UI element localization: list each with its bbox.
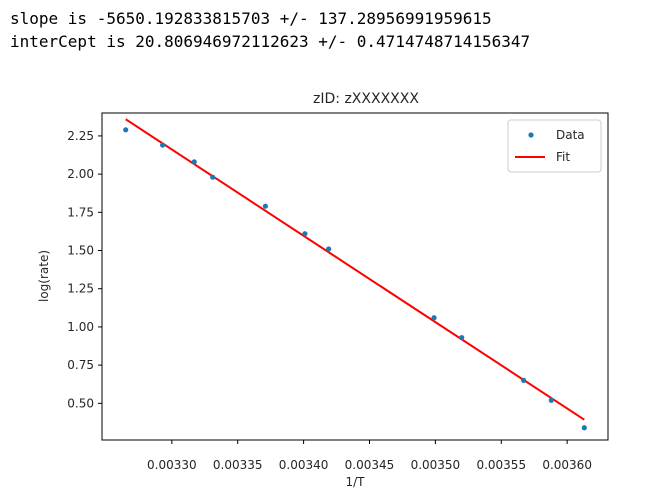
x-tick-label: 0.00355 [476,458,526,472]
y-tick-label: 1.00 [67,320,94,334]
legend-data-marker [528,132,534,138]
data-point [302,231,308,237]
data-point [123,127,129,133]
legend-fit-label: Fit [556,150,570,164]
data-point [160,142,166,148]
y-tick-label: 1.50 [67,244,94,258]
data-points-layer [123,127,587,431]
y-axis-label: log(rate) [37,250,51,302]
data-point [210,174,216,180]
x-tick-label: 0.00340 [279,458,329,472]
y-tick-label: 0.75 [67,358,94,372]
x-tick-label: 0.00350 [411,458,461,472]
y-axis: 0.50 0.75 1.00 1.25 1.50 1.75 2.00 2.25 [67,129,102,410]
slope-output-line: slope is -5650.192833815703 +/- 137.2895… [10,9,492,28]
y-tick-label: 0.50 [67,396,94,410]
fit-line [125,118,585,421]
data-point [459,335,465,341]
y-tick-label: 1.25 [67,282,94,296]
fit-line-layer [125,118,585,421]
data-point [581,425,587,431]
data-point [326,246,332,252]
legend-box [507,119,602,173]
x-tick-label: 0.00330 [147,458,197,472]
x-axis-label: 1/T [345,475,365,489]
legend: Data Fit [507,119,602,173]
chart-title: zID: zXXXXXXX [313,91,419,107]
x-tick-label: 0.00360 [542,458,592,472]
x-axis: 0.00330 0.00335 0.00340 0.00345 0.00350 0.003… [147,440,592,472]
data-point [191,159,197,165]
intercept-output-line: interCept is 20.806946972112623 +/- 0.47… [10,32,531,51]
data-point [521,377,527,384]
x-tick-label: 0.00345 [345,458,395,472]
y-tick-label: 2.25 [67,129,94,143]
x-tick-label: 0.00335 [213,458,263,472]
legend-data-label: Data [556,128,585,142]
data-point [262,203,268,209]
y-tick-label: 2.00 [67,167,94,181]
y-tick-label: 1.75 [67,205,94,219]
data-point [431,315,437,321]
data-point [548,397,554,403]
